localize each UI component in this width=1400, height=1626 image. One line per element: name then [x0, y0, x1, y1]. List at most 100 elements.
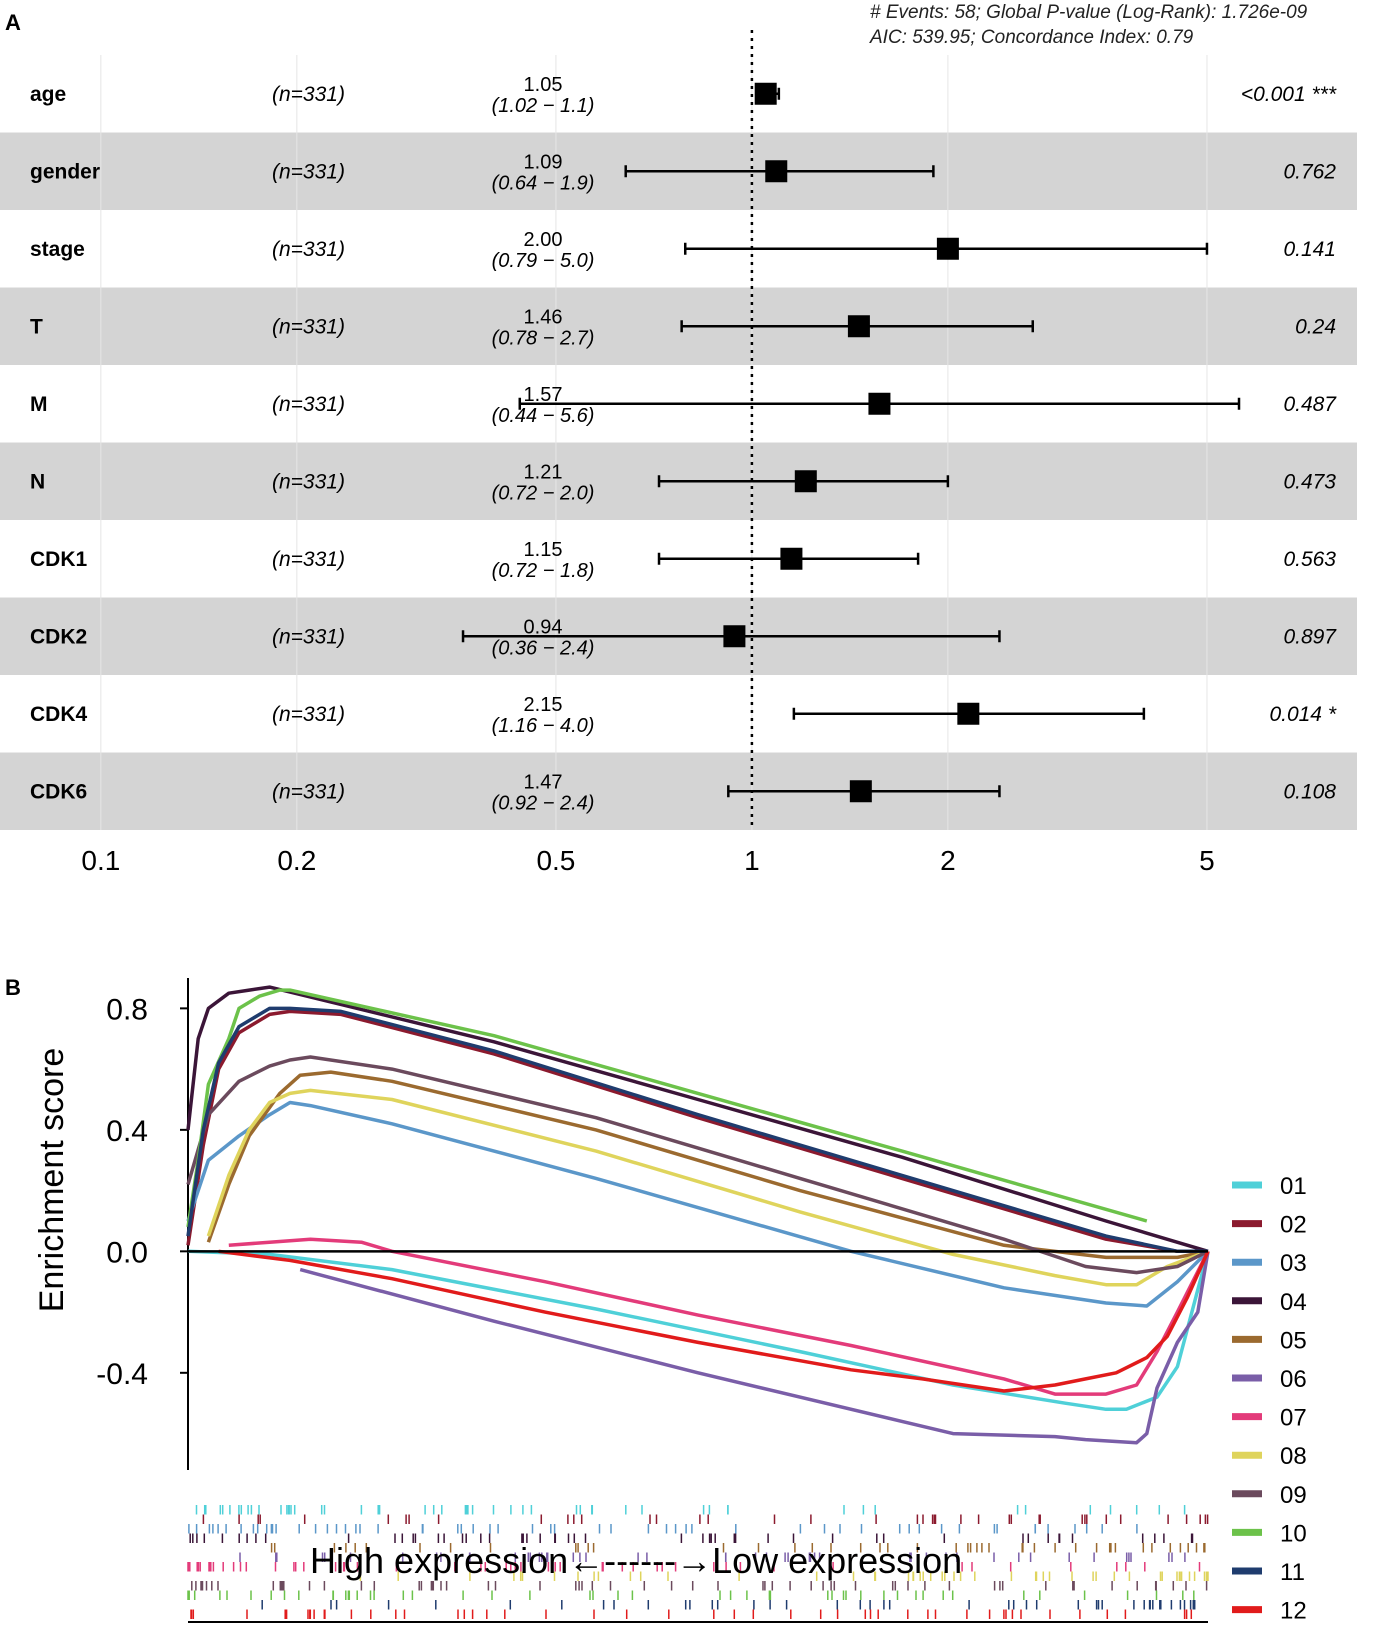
legend-item: 11 [1232, 1559, 1305, 1586]
legend-label: 03 [1280, 1250, 1307, 1277]
forest-row: gender (n=331) 1.09(0.64 − 1.9) 0.762 [30, 151, 1336, 194]
n-label: (n=331) [272, 160, 345, 183]
legend-item: 10 [1232, 1520, 1307, 1547]
y-axis-label: Enrichment score [33, 1048, 71, 1313]
legend-label: 07 [1280, 1405, 1307, 1432]
es-line-08 [206, 1088, 1209, 1287]
es-line-06 [299, 1251, 1210, 1445]
ci-label: (1.16 − 4.0) [492, 715, 595, 737]
variable-label: CDK4 [30, 703, 87, 726]
n-label: (n=331) [272, 393, 345, 416]
p-value-label: <0.001 *** [1241, 83, 1337, 106]
legend-item: 07 [1232, 1405, 1307, 1432]
legend-label: 02 [1280, 1212, 1307, 1239]
hr-point [765, 160, 788, 183]
hr-point [847, 315, 870, 338]
n-label: (n=331) [272, 548, 345, 571]
hr-label: 1.09 [524, 151, 563, 173]
panel-label-b: B [5, 975, 21, 1000]
row-band [0, 287, 1357, 365]
hr-point [723, 625, 746, 648]
n-label: (n=331) [272, 83, 345, 106]
stats-line-1: # Events: 58; Global P-value (Log-Rank):… [870, 2, 1308, 23]
panel-label-a: A [5, 10, 21, 35]
rug-ticks-03 [188, 1524, 1138, 1534]
legend-label: 09 [1280, 1482, 1307, 1509]
x-tick-label: 2 [940, 845, 956, 876]
hr-point [957, 702, 980, 725]
n-label: (n=331) [272, 470, 345, 493]
forest-plot-panel: A # Events: 58; Global P-value (Log-Rank… [0, 2, 1357, 876]
p-value-label: 0.108 [1283, 780, 1336, 803]
es-line-07 [228, 1237, 1210, 1396]
n-label: (n=331) [272, 625, 345, 648]
rug-ticks-04 [189, 1533, 1194, 1543]
legend-label: 12 [1280, 1598, 1307, 1625]
hr-label: 2.15 [524, 694, 563, 716]
legend-label: 06 [1280, 1366, 1307, 1393]
rug-ticks-11 [261, 1600, 1196, 1610]
p-value-label: 0.897 [1283, 625, 1337, 648]
hr-point [794, 470, 817, 493]
n-label: (n=331) [272, 315, 345, 338]
es-series-lines [186, 985, 1210, 1445]
variable-label: T [30, 315, 43, 338]
ci-label: (0.72 − 2.0) [492, 482, 595, 504]
forest-row: CDK2 (n=331) 0.94(0.36 − 2.4) 0.897 [30, 616, 1337, 659]
forest-row: CDK6 (n=331) 1.47(0.92 − 2.4) 0.108 [30, 771, 1336, 814]
forest-row: T (n=331) 1.46(0.78 − 2.7) 0.24 [30, 306, 1336, 349]
p-value-label: 0.24 [1295, 315, 1336, 338]
legend-item: 09 [1232, 1482, 1307, 1509]
hr-label: 1.47 [524, 771, 563, 793]
es-line-12 [218, 1249, 1210, 1393]
p-value-label: 0.473 [1283, 470, 1336, 493]
n-label: (n=331) [272, 238, 345, 261]
n-label: (n=331) [272, 780, 345, 803]
y-tick-label: 0.0 [106, 1236, 148, 1269]
variable-label: M [30, 393, 48, 416]
es-line-01 [187, 1249, 1210, 1412]
rug-ticks-02 [202, 1514, 1209, 1524]
legend-item: 06 [1232, 1366, 1307, 1393]
p-value-label: 0.014 * [1269, 703, 1336, 726]
variable-label: gender [30, 160, 100, 183]
es-line-02 [186, 1009, 1208, 1254]
hr-point [936, 237, 959, 260]
hr-point [849, 780, 872, 803]
legend-label: 11 [1280, 1559, 1305, 1586]
n-label: (n=331) [272, 703, 345, 726]
legend-item: 03 [1232, 1250, 1307, 1277]
x-tick-label: 0.2 [277, 845, 316, 876]
es-line-04 [186, 985, 1209, 1253]
rug-ticks-10 [187, 1590, 1195, 1600]
legend: 01 02 03 04 05 06 07 08 09 10 11 12 [1232, 1173, 1307, 1625]
legend-item: 04 [1232, 1289, 1307, 1316]
legend-label: 04 [1280, 1289, 1307, 1316]
variable-label: N [30, 470, 45, 493]
hr-point [754, 82, 777, 105]
variable-label: CDK6 [30, 780, 87, 803]
expression-annotation: High expression←------→Low expression [310, 1540, 962, 1581]
legend-item: 01 [1232, 1173, 1307, 1200]
variable-label: stage [30, 238, 85, 261]
forest-row: M (n=331) 1.57(0.44 − 5.6) 0.487 [30, 384, 1337, 427]
forest-row: age (n=331) 1.05(1.02 − 1.1) <0.001 *** [30, 74, 1337, 117]
hr-label: 1.21 [524, 461, 563, 483]
y-tick-label: -0.4 [96, 1358, 148, 1391]
ci-label: (1.02 − 1.1) [492, 95, 595, 117]
ci-label: (0.44 − 5.6) [492, 405, 595, 427]
ci-label: (0.36 − 2.4) [492, 637, 595, 659]
es-line-03 [186, 1100, 1210, 1308]
hr-label: 2.00 [524, 229, 563, 251]
y-tick-label: 0.4 [106, 1115, 148, 1148]
x-tick-label: 1 [744, 845, 760, 876]
x-tick-label: 0.1 [81, 845, 120, 876]
es-line-10 [186, 988, 1148, 1228]
rug-ticks-05 [270, 1543, 1206, 1553]
p-value-label: 0.762 [1283, 160, 1336, 183]
hit-rug-area [187, 1505, 1209, 1619]
rug-ticks-12 [190, 1609, 1193, 1619]
rug-ticks-06 [239, 1552, 1186, 1562]
es-line-11 [186, 1006, 1208, 1254]
